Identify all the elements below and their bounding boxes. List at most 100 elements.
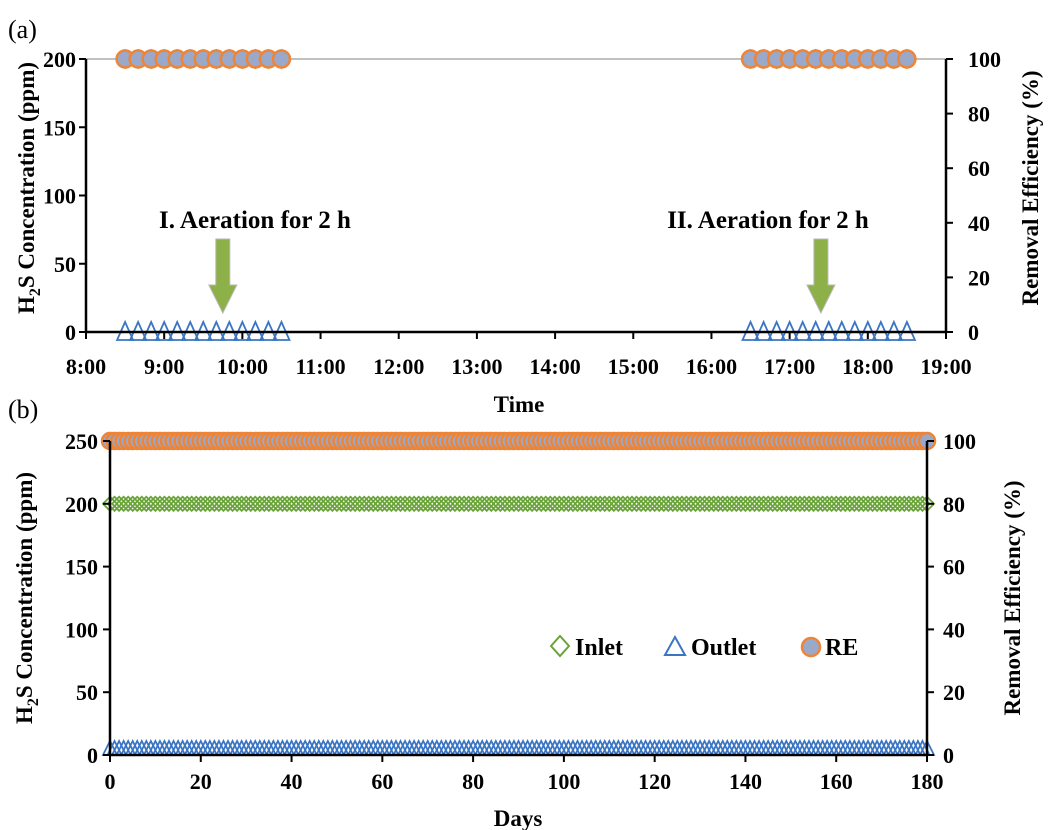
inlet-point — [215, 495, 232, 513]
inlet-point — [110, 495, 128, 513]
inlet-point — [814, 495, 831, 513]
inlet-point — [405, 495, 423, 513]
y-tick-label: 0 — [65, 320, 76, 345]
inlet-point — [546, 495, 564, 513]
panel-b-label: (b) — [8, 395, 38, 424]
inlet-point — [187, 495, 205, 513]
inlet-point — [737, 495, 754, 513]
inlet-point — [387, 495, 405, 513]
series-re — [115, 49, 917, 69]
inlet-point — [292, 495, 309, 513]
inlet-point — [446, 495, 464, 513]
inlet-point — [523, 495, 541, 513]
inlet-point — [619, 495, 636, 513]
inlet-point — [873, 495, 890, 513]
inlet-point — [632, 495, 650, 513]
y-tick-label: 200 — [65, 492, 98, 517]
inlet-point — [133, 495, 151, 513]
re-point — [897, 49, 917, 69]
inlet-point — [410, 495, 427, 513]
x-tick-label: 18:00 — [842, 354, 893, 379]
inlet-point — [369, 495, 387, 513]
panel-a-arrows — [208, 238, 836, 315]
inlet-point — [419, 495, 436, 513]
inlet-point — [165, 495, 182, 513]
inlet-point — [256, 495, 273, 513]
inlet-point — [437, 495, 455, 513]
re-point — [271, 49, 292, 69]
right-tick-label: 40 — [968, 211, 990, 236]
inlet-point — [197, 495, 214, 513]
legend-re-marker — [800, 636, 822, 658]
inlet-point — [342, 495, 359, 513]
inlet-point — [310, 495, 328, 513]
down-arrow-icon — [806, 238, 836, 315]
inlet-point — [514, 495, 532, 513]
inlet-point — [210, 495, 228, 513]
x-tick-label: 15:00 — [608, 354, 659, 379]
x-tick-label: 100 — [547, 769, 580, 794]
inlet-point — [669, 495, 686, 513]
inlet-point — [660, 495, 677, 513]
panel-b-right-axis-title: Removal Efficiency (%) — [1000, 480, 1025, 715]
inlet-point — [905, 495, 922, 513]
right-tick-label: 80 — [943, 492, 965, 517]
inlet-point — [496, 495, 514, 513]
inlet-point — [818, 495, 836, 513]
annotation-aeration-2: II. Aeration for 2 h — [667, 207, 869, 234]
y-tick-label: 0 — [87, 743, 98, 768]
legend-inlet-marker — [549, 634, 571, 658]
x-tick-label: 10:00 — [217, 354, 268, 379]
x-tick-label: 9:00 — [144, 354, 184, 379]
y-title-b-rest: S Concentration (ppm) — [12, 472, 37, 698]
right-tick-label: 20 — [943, 680, 965, 705]
inlet-point — [351, 495, 368, 513]
right-tick-label: 0 — [968, 320, 979, 345]
inlet-point — [355, 495, 373, 513]
inlet-point — [392, 495, 409, 513]
inlet-point — [827, 495, 845, 513]
y-tick-label: 100 — [43, 184, 76, 209]
inlet-point — [442, 495, 459, 513]
inlet-point — [301, 495, 318, 513]
inlet-point — [773, 495, 791, 513]
inlet-point — [192, 495, 210, 513]
inlet-point — [560, 495, 577, 513]
inlet-point — [537, 495, 555, 513]
right-tick-label: 100 — [968, 47, 1001, 72]
inlet-point — [482, 495, 500, 513]
inlet-point — [124, 495, 141, 513]
inlet-point — [374, 495, 391, 513]
x-tick-label: 20 — [190, 769, 212, 794]
inlet-point — [551, 495, 568, 513]
inlet-point — [246, 495, 264, 513]
inlet-point — [877, 495, 895, 513]
x-tick-label: 13:00 — [451, 354, 502, 379]
panel-b-right-tick-labels: 0 20 40 60 80 100 — [943, 429, 976, 768]
inlet-point — [233, 495, 250, 513]
inlet-point — [682, 495, 700, 513]
inlet-point — [283, 495, 300, 513]
right-tick-label: 100 — [943, 429, 976, 454]
inlet-point — [573, 495, 591, 513]
inlet-point — [846, 495, 863, 513]
inlet-point — [709, 495, 727, 513]
inlet-point — [673, 495, 691, 513]
inlet-point — [687, 495, 704, 513]
inlet-point — [169, 495, 187, 513]
panel-b-x-tick-labels: 0 20 40 60 80 100 120 140 160 180 — [105, 769, 944, 794]
y-tick-label: 50 — [76, 680, 98, 705]
inlet-point — [582, 495, 600, 513]
legend-inlet-label: Inlet — [575, 635, 623, 661]
inlet-point — [782, 495, 800, 513]
inlet-point — [882, 495, 899, 513]
inlet-point — [242, 495, 259, 513]
panel-b-x-axis-title: Days — [494, 806, 543, 830]
inlet-point — [142, 495, 160, 513]
inlet-point — [864, 495, 881, 513]
inlet-point — [423, 495, 441, 513]
inlet-point — [569, 495, 586, 513]
panel-a-right-axis-title: Removal Efficiency (%) — [1018, 70, 1043, 305]
y-tick-label: 250 — [65, 429, 98, 454]
